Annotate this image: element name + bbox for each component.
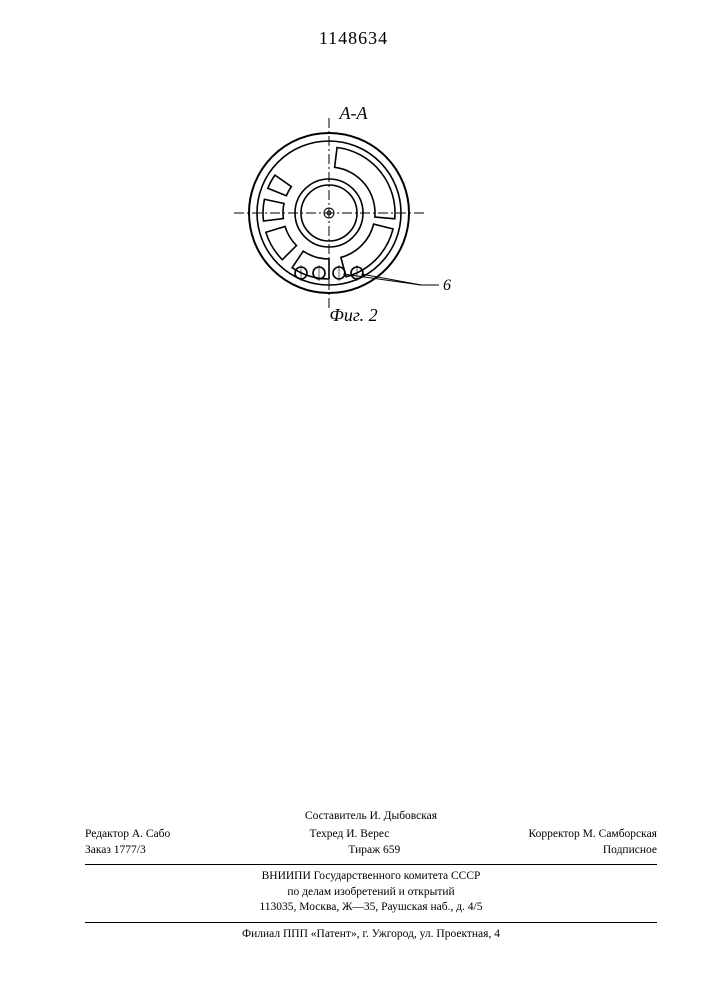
- filial-line: Филиал ППП «Патент», г. Ужгород, ул. Про…: [85, 927, 657, 943]
- order: Заказ 1777/3: [85, 842, 146, 858]
- editor: Редактор А. Сабо: [85, 826, 170, 842]
- figure-2-diagram: 6: [234, 118, 474, 308]
- techred: Техред И. Верес: [310, 826, 390, 842]
- vniipi-line1: ВНИИПИ Государственного комитета СССР: [85, 869, 657, 885]
- figure-label: Фиг. 2: [0, 305, 707, 326]
- subscription: Подписное: [603, 842, 657, 858]
- tirazh: Тираж 659: [348, 842, 400, 858]
- divider-1: [85, 864, 657, 865]
- vniipi-line3: 113035, Москва, Ж—35, Раушская наб., д. …: [85, 900, 657, 916]
- divider-2: [85, 922, 657, 923]
- vniipi-line2: по делам изобретений и открытий: [85, 885, 657, 901]
- compiler: Составитель И. Дыбовская: [85, 808, 657, 824]
- svg-text:6: 6: [443, 277, 451, 294]
- corrector: Корректор М. Самборская: [529, 826, 657, 842]
- colophon: Составитель И. Дыбовская Редактор А. Саб…: [85, 808, 657, 942]
- patent-number: 1148634: [0, 28, 707, 49]
